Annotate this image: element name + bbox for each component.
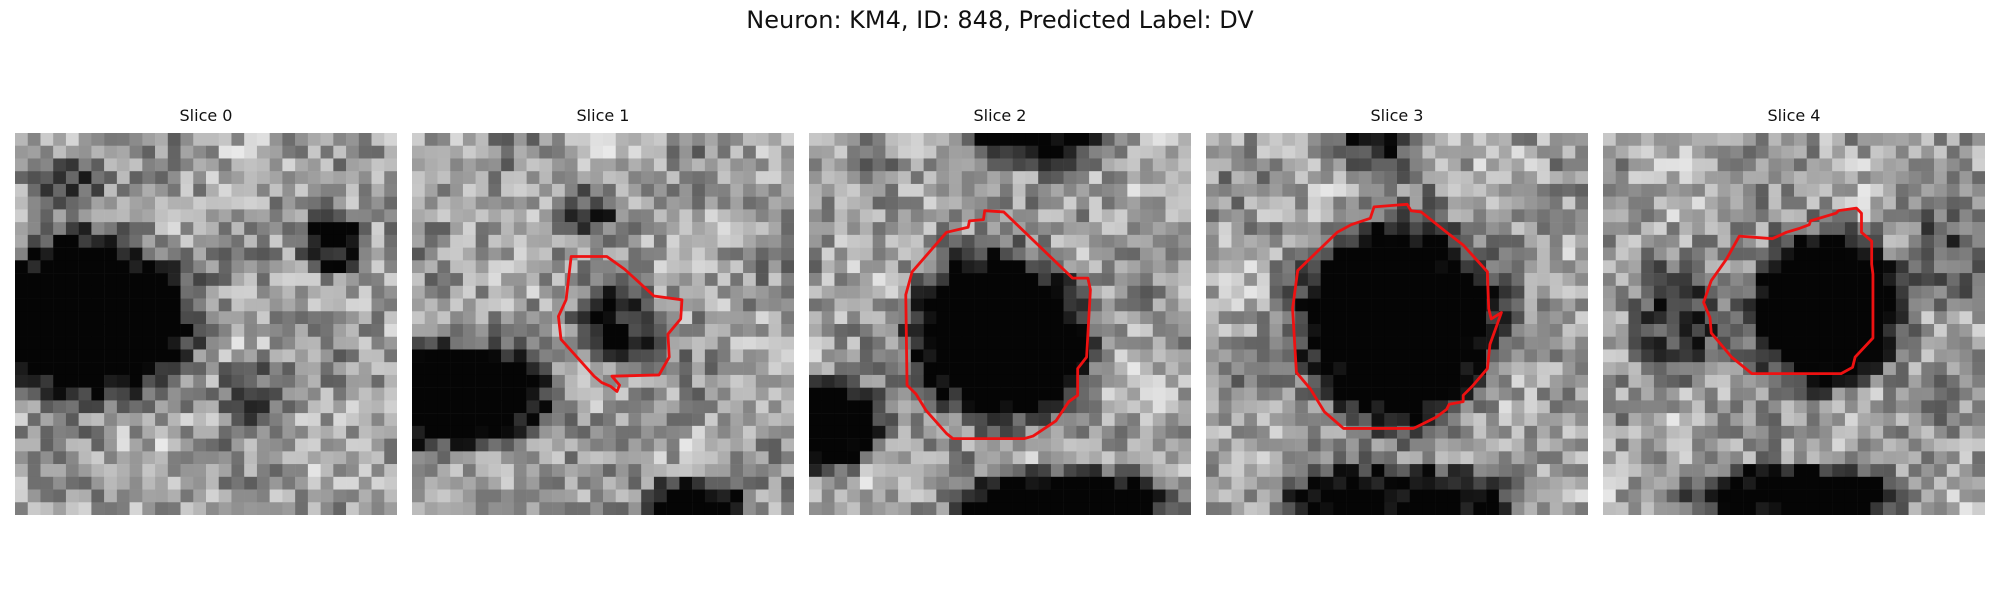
slice-title-2: Slice 2	[809, 106, 1191, 125]
slice-image-1	[412, 133, 794, 515]
slice-title-0: Slice 0	[15, 106, 397, 125]
slice-image-3	[1206, 133, 1588, 515]
slice-title-3: Slice 3	[1206, 106, 1588, 125]
slice-image-4	[1603, 133, 1985, 515]
slice-image-0	[15, 133, 397, 515]
slice-title-4: Slice 4	[1603, 106, 1985, 125]
slice-panel-3: Slice 3	[1206, 106, 1588, 516]
figure-title: Neuron: KM4, ID: 848, Predicted Label: D…	[0, 6, 2000, 34]
slice-panel-1: Slice 1	[412, 106, 794, 516]
slice-image-2	[809, 133, 1191, 515]
slice-title-1: Slice 1	[412, 106, 794, 125]
slice-panel-0: Slice 0	[15, 106, 397, 516]
slice-panel-2: Slice 2	[809, 106, 1191, 516]
slice-panel-4: Slice 4	[1603, 106, 1985, 516]
